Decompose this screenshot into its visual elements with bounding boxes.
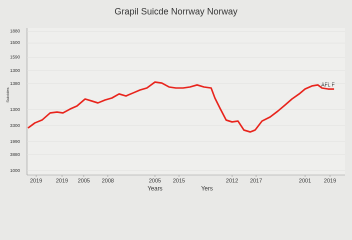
annotation: AFL F [321,82,334,88]
y-tick-label: 1300 [10,68,21,73]
y-axis-label: Suicides [5,87,10,102]
y-tick-label: 1000 [10,168,21,173]
x-tick-label: 2005 [149,178,161,184]
x-tick-label: 2008 [102,178,114,184]
y-tick-label: 1380 [10,81,21,86]
y-tick-label: 1990 [10,139,21,144]
y-tick-label: 3880 [10,152,21,157]
x-tick-label: 2019 [56,178,68,184]
chart: Grapil Suicde Norrway Norway Years Yers … [5,6,345,193]
y-tick-label: 3300 [10,123,21,128]
y-tick-label: 1500 [10,40,21,45]
chart-title: Grapil Suicde Norrway Norway [114,6,238,16]
x-tick-label: 2019 [324,178,336,184]
page: {"chart_data":{"type":"line","title":"Gr… [5,6,345,193]
x-tick-label: 2015 [173,178,185,184]
x-tick-label: 2005 [78,178,90,184]
series-line [27,81,335,133]
x-axis-label: Years [147,187,162,193]
plot-area [27,28,345,175]
y-tick-label: 1880 [10,29,21,34]
x-tick-label: 2012 [226,178,238,184]
x-tick-label: 2017 [250,178,262,184]
x-axis-label: Yers [201,187,213,193]
x-tick-label: 2001 [299,178,311,184]
x-tick-label: 2019 [30,178,42,184]
y-tick-label: 1590 [10,55,21,60]
y-tick-label: 1300 [10,107,21,112]
